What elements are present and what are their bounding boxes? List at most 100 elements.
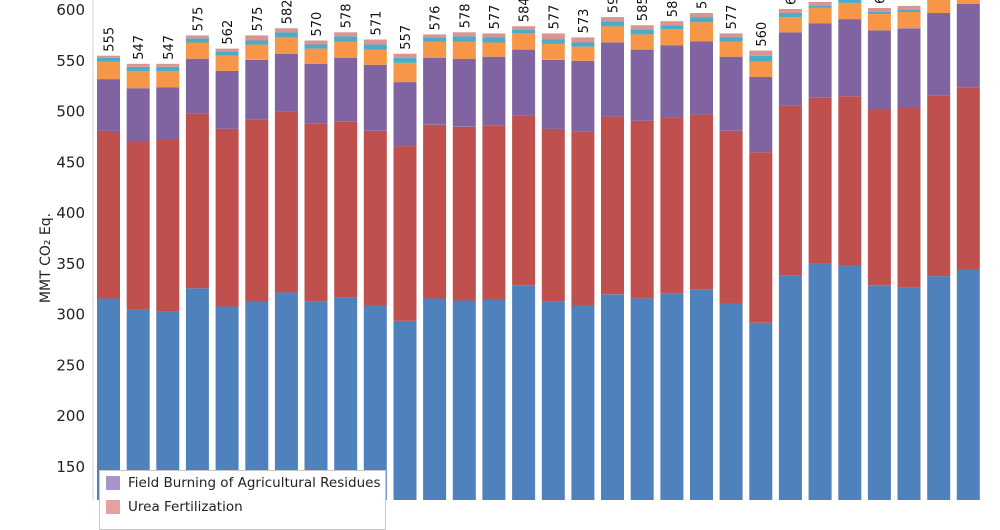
bar-segment-4 — [808, 8, 832, 24]
bar-segment-2 — [927, 95, 951, 277]
bar-segment-6 — [719, 33, 743, 38]
y-tick-label: 350 — [56, 255, 85, 273]
bar-segment-6 — [97, 55, 120, 58]
bar-segment-4 — [156, 70, 180, 88]
bar-segment-4 — [185, 42, 209, 59]
bar-segment-2 — [156, 139, 180, 312]
bar-segment-4 — [690, 22, 713, 42]
bar-segment-5 — [512, 29, 536, 34]
bar-segment-2 — [304, 123, 328, 302]
bar-segment-1 — [630, 298, 654, 500]
bar-segment-1 — [808, 263, 832, 500]
bar-segment-3 — [393, 82, 417, 147]
legend: Field Burning of Agricultural Residues U… — [99, 470, 386, 530]
bar-segment-1 — [571, 305, 595, 500]
bar-segment-4 — [897, 12, 921, 29]
bar-segment-1 — [185, 288, 209, 500]
bar-segment-4 — [927, 0, 951, 14]
bar-segment-5 — [97, 57, 120, 62]
bar-segment-4 — [423, 41, 447, 58]
bar-segment-3 — [482, 56, 506, 126]
bar-segment-4 — [482, 42, 506, 57]
bar-segment-5 — [452, 36, 476, 42]
bar-segment-4 — [956, 0, 980, 4]
bar-segment-1 — [867, 285, 891, 500]
bar-segment-4 — [215, 55, 239, 71]
bar-segment-6 — [482, 33, 506, 38]
bar-segment-3 — [867, 30, 891, 110]
data-label: 59 — [696, 0, 711, 9]
data-label: 570 — [310, 12, 325, 37]
bar-segment-3 — [778, 32, 802, 106]
bar-segment-6 — [808, 1, 832, 6]
y-tick-label: 400 — [56, 204, 85, 222]
bar-segment-3 — [452, 58, 476, 127]
legend-label-urea: Urea Fertilization — [128, 499, 243, 515]
bar-segment-4 — [363, 49, 387, 65]
bar-segment-3 — [97, 79, 120, 131]
y-tick-label: 300 — [56, 306, 85, 324]
bar-segment-2 — [512, 115, 536, 286]
data-label: 58 — [666, 1, 681, 18]
bar-segment-4 — [274, 37, 298, 54]
bar-segment-6 — [215, 48, 239, 52]
bar-segment-3 — [274, 53, 298, 112]
bar-segment-6 — [512, 26, 536, 30]
bar-segment-3 — [334, 57, 358, 122]
bar-segment-4 — [749, 61, 773, 77]
bar-segment-5 — [660, 25, 684, 30]
data-label: 577 — [547, 5, 562, 30]
bar-segment-6 — [690, 13, 713, 18]
bar-segment-1 — [512, 285, 536, 500]
bar-segment-2 — [274, 111, 298, 293]
bar-segment-1 — [541, 301, 565, 500]
bar-segment-4 — [541, 43, 565, 60]
data-label: 573 — [577, 9, 592, 34]
bar-segment-3 — [363, 64, 387, 131]
bar-segment-2 — [838, 96, 862, 266]
bar-segment-1 — [601, 294, 624, 500]
bar-segment-6 — [452, 32, 476, 37]
bar-segment-3 — [690, 41, 713, 115]
bar-segment-1 — [245, 301, 269, 500]
bar-segment-5 — [215, 51, 239, 56]
bar-segment-6 — [185, 35, 209, 39]
bar-segment-4 — [126, 70, 150, 89]
bar-segment-2 — [452, 126, 476, 301]
data-label: 577 — [488, 5, 503, 30]
data-labels-group: 555 547 547 575 562 575 582 570 578 571 557 576 578 5… — [103, 0, 889, 60]
bar-segment-5 — [363, 44, 387, 50]
y-axis-label: MMT CO₂ Eq. — [38, 213, 54, 303]
bar-segment-6 — [749, 50, 773, 56]
bar-segment-3 — [512, 49, 536, 116]
data-label: 571 — [369, 11, 384, 36]
bar-segment-2 — [719, 130, 743, 304]
bar-segment-3 — [630, 49, 654, 121]
bar-segment-3 — [808, 23, 832, 98]
bar-segment-6 — [778, 9, 802, 14]
bar-segment-5 — [867, 12, 891, 14]
data-label: 555 — [103, 27, 118, 52]
bar-segment-1 — [690, 289, 713, 500]
y-tick-label: 150 — [56, 458, 85, 476]
bar-segment-2 — [97, 130, 120, 299]
bar-segment-6 — [393, 53, 417, 58]
bar-segment-5 — [245, 40, 269, 45]
bar-segment-3 — [838, 19, 862, 97]
bar-segment-5 — [778, 13, 802, 18]
bar-segment-2 — [334, 121, 358, 298]
bar-segment-4 — [512, 33, 536, 50]
bar-segment-6 — [423, 34, 447, 38]
y-tick-label: 600 — [56, 1, 85, 19]
y-tick-label: 200 — [56, 407, 85, 425]
y-tick-label: 550 — [56, 52, 85, 70]
bar-segment-1 — [393, 320, 417, 500]
bar-segment-2 — [185, 113, 209, 289]
bar-segment-5 — [185, 38, 209, 43]
bar-segment-1 — [897, 287, 921, 500]
bar-segment-2 — [749, 152, 773, 323]
y-tick-label: 250 — [56, 356, 85, 374]
bar-segment-5 — [304, 44, 328, 49]
bar-segment-2 — [956, 87, 980, 270]
bar-segment-2 — [660, 117, 684, 294]
